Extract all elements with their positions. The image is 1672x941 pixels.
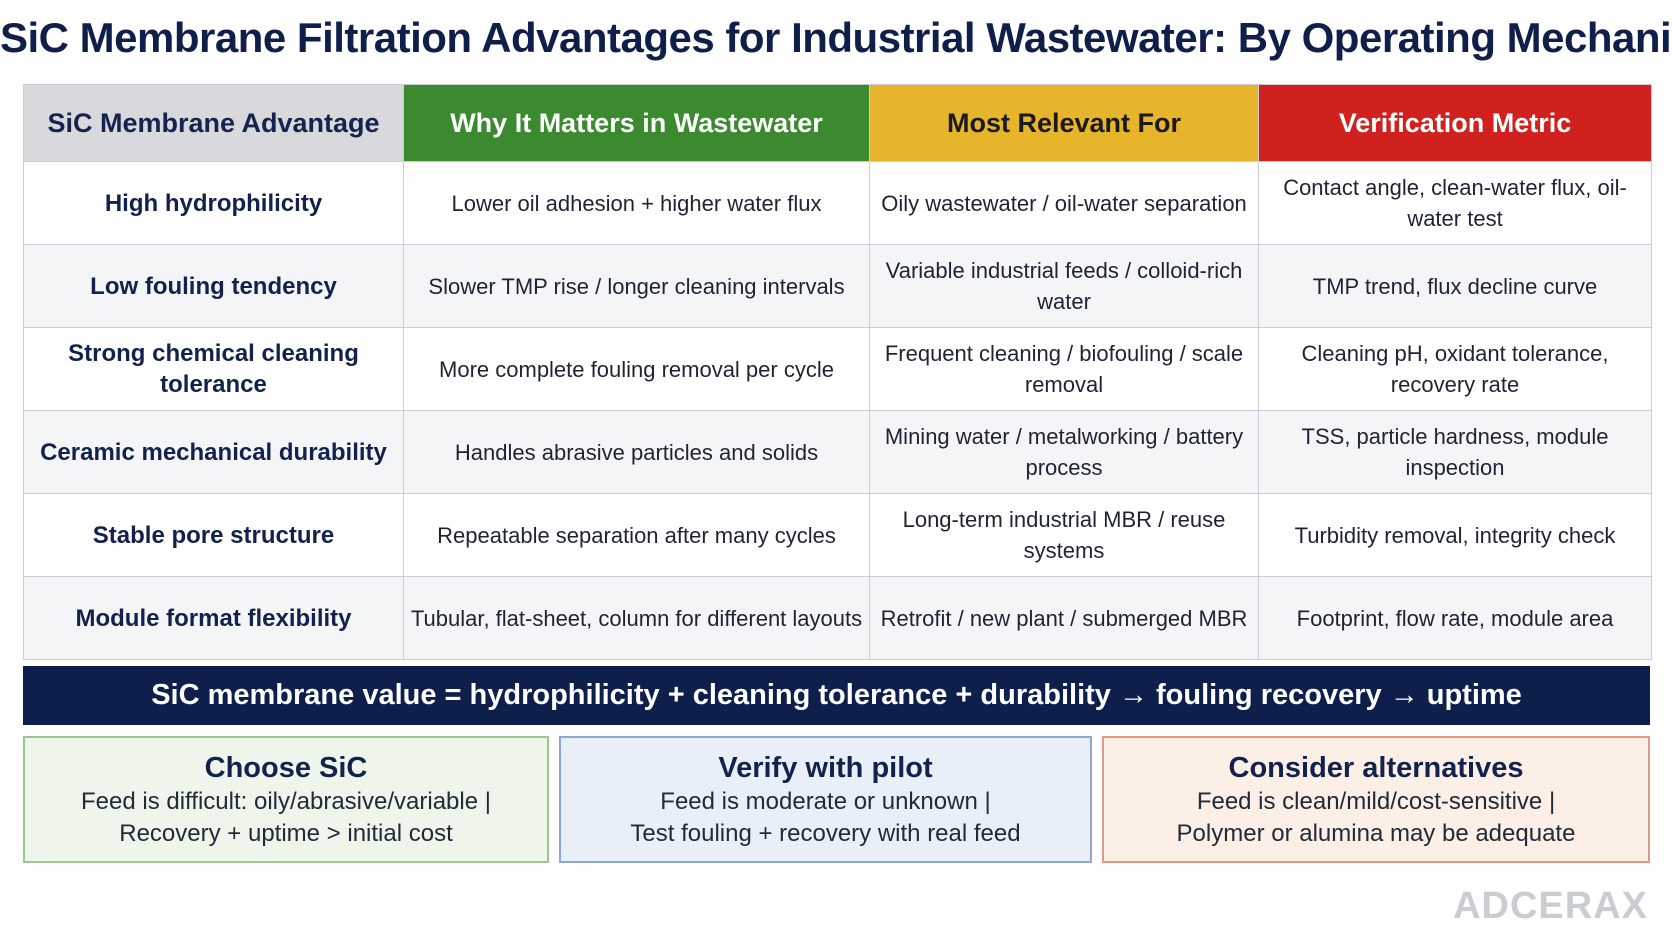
header-most-relevant-for: Most Relevant For (870, 85, 1259, 161)
why-cell: Tubular, flat-sheet, column for differen… (404, 577, 870, 659)
advantages-table: SiC Membrane Advantage Why It Matters in… (23, 84, 1652, 660)
why-cell: Lower oil adhesion + higher water flux (404, 162, 870, 244)
page-title: SiC Membrane Filtration Advantages for I… (0, 14, 1672, 61)
adcerax-logo: ADCERAX (1453, 885, 1648, 927)
why-cell: Slower TMP rise / longer cleaning interv… (404, 245, 870, 327)
metric-cell: Cleaning pH, oxidant tolerance, recovery… (1301, 341, 1609, 397)
metric-cell: Footprint, flow rate, module area (1259, 577, 1651, 659)
box-line: Polymer or alumina may be adequate (1176, 820, 1576, 847)
relevant-cell: Long-term industrial MBR / reuse systems (870, 494, 1259, 576)
verify-pilot-box: Verify with pilot Feed is moderate or un… (559, 736, 1092, 863)
box-title: Consider alternatives (1228, 752, 1524, 784)
advantage-cell: Module format flexibility (24, 577, 404, 659)
why-cell: More complete fouling removal per cycle (404, 328, 870, 410)
box-line: Feed is moderate or unknown | (660, 788, 991, 815)
header-advantage: SiC Membrane Advantage (24, 85, 404, 161)
header-verification-metric: Verification Metric (1259, 85, 1651, 161)
relevant-cell: Oily wastewater / oil-water separation (870, 162, 1259, 244)
box-line: Test fouling + recovery with real feed (630, 820, 1021, 847)
box-line: Recovery + uptime > initial cost (119, 820, 453, 847)
advantage-cell: Strong chemical cleaning tolerance (24, 328, 404, 410)
value-formula-banner: SiC membrane value = hydrophilicity + cl… (23, 666, 1650, 725)
relevant-cell: Mining water / metalworking / battery pr… (870, 411, 1259, 493)
box-title: Verify with pilot (718, 752, 933, 784)
table-row: Strong chemical cleaning tolerance More … (24, 328, 1651, 411)
relevant-cell: Frequent cleaning / biofouling / scale r… (870, 328, 1259, 410)
relevant-cell: Retrofit / new plant / submerged MBR (870, 577, 1259, 659)
table-row: Module format flexibility Tubular, flat-… (24, 577, 1651, 659)
metric-cell: Turbidity removal, integrity check (1294, 522, 1616, 548)
box-line: Feed is clean/mild/cost-sensitive | (1196, 788, 1556, 815)
metric-cell: TMP trend, flux decline curve (1259, 245, 1651, 327)
table-row: Ceramic mechanical durability Handles ab… (24, 411, 1651, 494)
choose-sic-box: Choose SiC Feed is difficult: oily/abras… (23, 736, 549, 863)
advantage-cell: Stable pore structure (24, 494, 404, 576)
relevant-cell: Variable industrial feeds / colloid-rich… (870, 245, 1259, 327)
box-title: Choose SiC (204, 752, 368, 784)
header-why-it-matters: Why It Matters in Wastewater (404, 85, 870, 161)
box-line: Feed is difficult: oily/abrasive/variabl… (81, 788, 491, 815)
table-header-row: SiC Membrane Advantage Why It Matters in… (24, 85, 1651, 162)
table-row: Stable pore structure Repeatable separat… (24, 494, 1651, 577)
why-cell: Handles abrasive particles and solids (404, 411, 870, 493)
metric-cell: Contact angle, clean-water flux, oil-wat… (1283, 175, 1627, 231)
advantage-cell: High hydrophilicity (24, 162, 404, 244)
consider-alternatives-box: Consider alternatives Feed is clean/mild… (1102, 736, 1650, 863)
advantage-cell: Ceramic mechanical durability (24, 411, 404, 493)
advantage-cell: Low fouling tendency (24, 245, 404, 327)
why-cell: Repeatable separation after many cycles (404, 494, 870, 576)
metric-cell: TSS, particle hardness, module inspectio… (1259, 411, 1651, 493)
table-row: High hydrophilicity Lower oil adhesion +… (24, 162, 1651, 245)
table-row: Low fouling tendency Slower TMP rise / l… (24, 245, 1651, 328)
